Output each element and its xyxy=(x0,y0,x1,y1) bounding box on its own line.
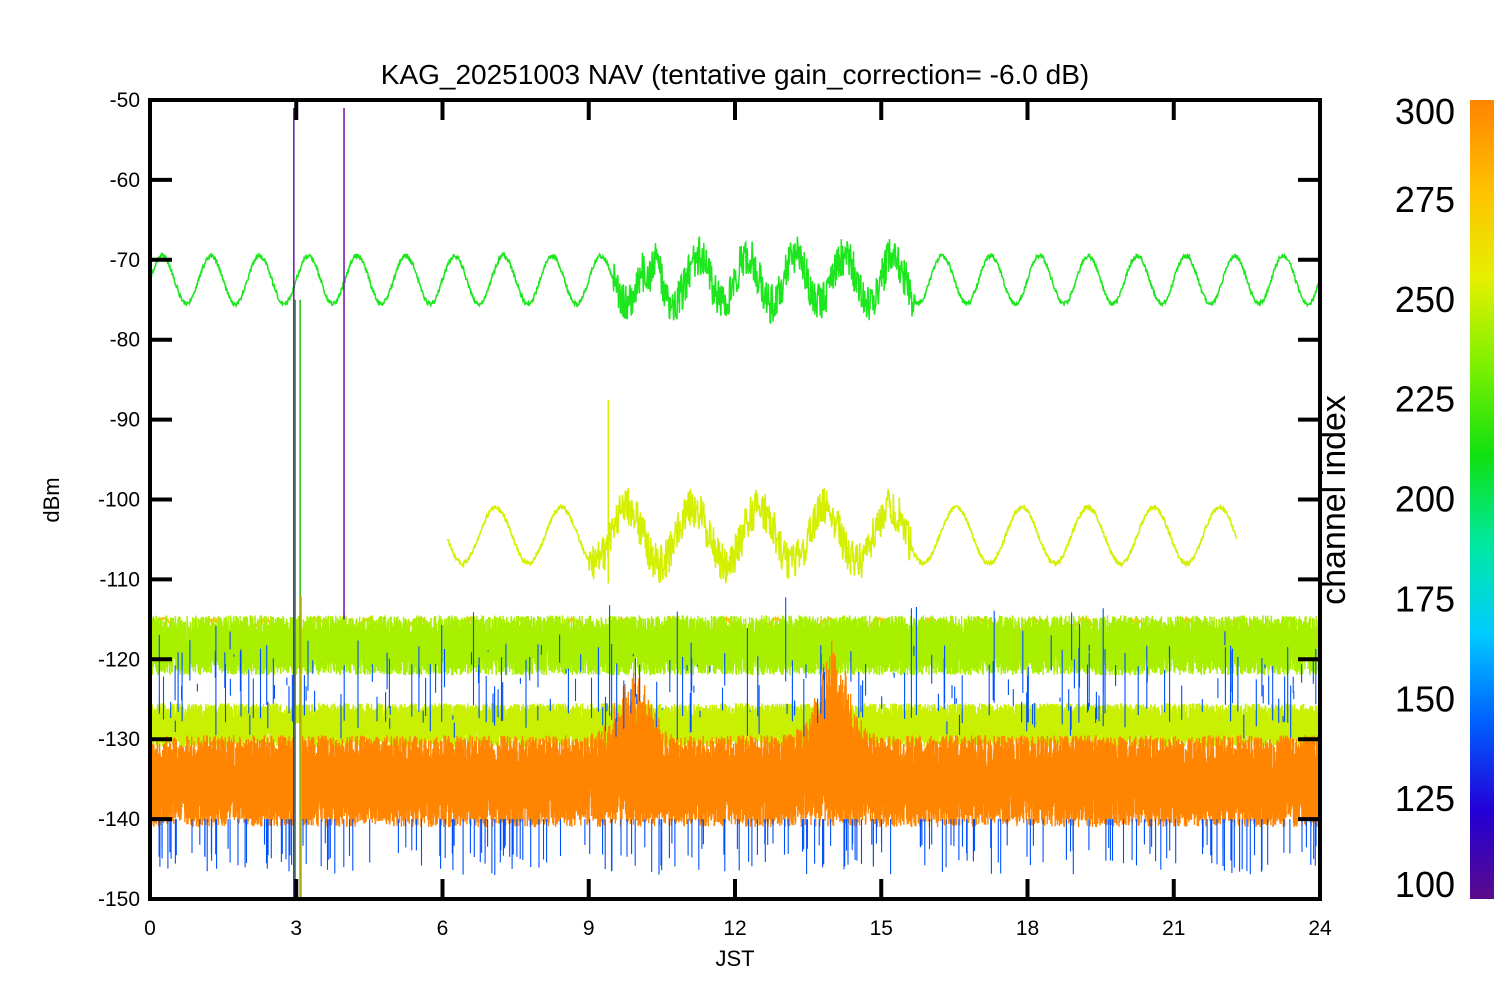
y-tick-label: -130 xyxy=(98,728,140,751)
y-axis-title: dBm xyxy=(39,477,64,522)
colorbar-tick-label: 150 xyxy=(1395,678,1455,719)
series-low-channel-spikes xyxy=(150,597,1320,875)
x-tick-label: 3 xyxy=(290,917,302,940)
colorbar-tick-label: 300 xyxy=(1395,91,1455,132)
y-tick-label: -70 xyxy=(110,249,140,272)
x-axis-title: JST xyxy=(715,946,754,971)
y-tick-label: -90 xyxy=(110,409,140,432)
y-tick-label: -60 xyxy=(110,169,140,192)
series-yellow-green-band xyxy=(150,615,1320,676)
colorbar-tick-label: 275 xyxy=(1395,179,1455,220)
series-line xyxy=(446,487,1238,584)
x-tick-label: 9 xyxy=(583,917,595,940)
series-line xyxy=(150,703,1320,748)
y-tick-label: -100 xyxy=(98,489,140,512)
colorbar-tick-label: 100 xyxy=(1395,864,1455,905)
data-gap xyxy=(295,723,300,899)
y-tick-label: -120 xyxy=(98,648,140,671)
y-tick-label: -50 xyxy=(110,89,140,112)
colorbar-tick-label: 175 xyxy=(1395,578,1455,619)
x-axis: 0 3 6 9 12 15 18 21 24 xyxy=(144,100,1332,940)
colorbar-ticks: 300 275 250 225 200 175 150 125 100 xyxy=(1395,91,1455,905)
x-tick-label: 21 xyxy=(1162,917,1185,940)
x-tick-label: 15 xyxy=(870,917,893,940)
colorbar-tick-label: 125 xyxy=(1395,778,1455,819)
x-tick-label: 18 xyxy=(1016,917,1039,940)
colorbar xyxy=(1470,100,1494,899)
series-line xyxy=(150,597,1320,875)
series-lower-yellow-band xyxy=(150,703,1320,748)
series-line xyxy=(150,236,1320,325)
x-tick-label: 24 xyxy=(1308,917,1332,940)
chart-title: KAG_20251003 NAV (tentative gain_correct… xyxy=(381,59,1089,90)
colorbar-tick-label: 200 xyxy=(1395,479,1455,520)
x-tick-label: 6 xyxy=(437,917,449,940)
y-tick-label: -140 xyxy=(98,808,140,831)
colorbar-tick-label: 250 xyxy=(1395,279,1455,320)
colorbar-title: channel index xyxy=(1315,395,1353,605)
y-tick-label: -110 xyxy=(100,568,140,591)
x-tick-label: 12 xyxy=(723,917,746,940)
x-tick-label: 0 xyxy=(144,917,156,940)
series-secondary-channel xyxy=(446,399,1238,584)
plot-area xyxy=(150,107,1320,899)
series-line xyxy=(150,641,1320,828)
y-tick-label: -80 xyxy=(110,329,140,352)
colorbar-tick-label: 225 xyxy=(1395,379,1455,420)
y-axis: -50 -60 -70 -80 -90 -100 -110 -120 -130 -140 -150 xyxy=(98,89,1320,911)
series-noise-floor xyxy=(150,641,1320,828)
series-strong-channel xyxy=(150,236,1320,325)
series-line xyxy=(150,615,1320,676)
y-tick-label: -150 xyxy=(98,888,140,911)
